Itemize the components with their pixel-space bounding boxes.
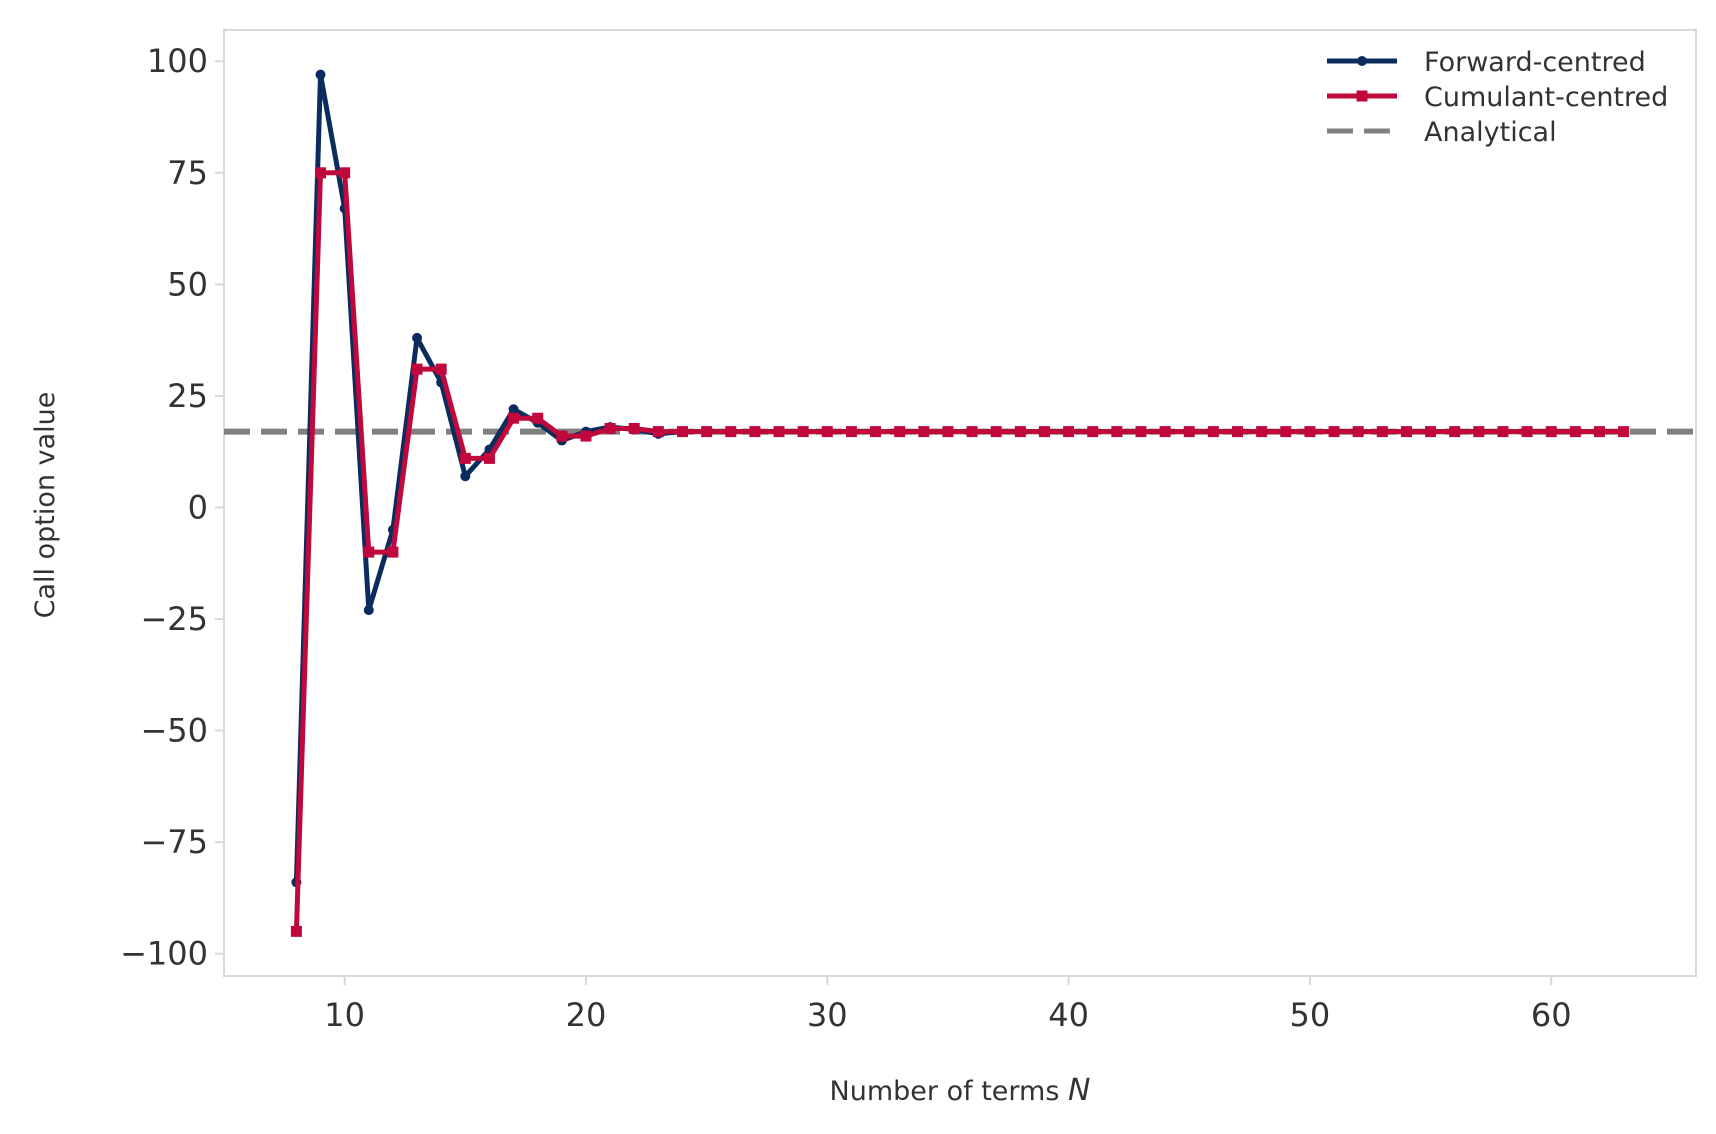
data-point (1087, 426, 1099, 438)
x-tick-label: 20 (566, 996, 607, 1034)
data-point (315, 69, 326, 80)
legend-marker (1357, 56, 1367, 66)
y-tick-label: −25 (140, 600, 208, 638)
data-point (870, 426, 882, 438)
data-point (918, 426, 930, 438)
data-point (1545, 426, 1557, 438)
y-axis-label: Call option value (30, 392, 61, 619)
data-point (1569, 426, 1581, 438)
data-point (290, 925, 302, 937)
data-point (339, 167, 351, 179)
data-point (483, 452, 495, 464)
series-layer (290, 69, 1630, 937)
data-point (1521, 426, 1533, 438)
data-point (1183, 426, 1195, 438)
data-point (435, 363, 447, 375)
data-point (1497, 426, 1509, 438)
legend-cumulant-centred: Cumulant-centred (1327, 82, 1668, 113)
data-point (1135, 426, 1147, 438)
y-tick-label: 50 (167, 265, 208, 303)
y-axis-ticks: 100 75 50 25 0 −25 −50 −75 −100 (120, 42, 224, 973)
data-point (1304, 426, 1316, 438)
data-point (821, 426, 833, 438)
y-tick-label: −75 (140, 823, 208, 861)
x-axis-label-variable: N (1068, 1073, 1090, 1108)
data-point (1618, 426, 1630, 438)
data-point (1352, 426, 1364, 438)
legend-forward-centred: Forward-centred (1327, 47, 1646, 78)
data-point (604, 422, 616, 434)
legend-label: Forward-centred (1424, 47, 1646, 78)
data-point (725, 426, 737, 438)
data-point (1593, 426, 1605, 438)
data-point (508, 412, 520, 424)
data-point (315, 167, 327, 179)
data-point (1256, 426, 1268, 438)
data-point (990, 426, 1002, 438)
x-tick-label: 10 (324, 996, 365, 1034)
y-tick-label: 100 (147, 42, 208, 80)
data-point (1063, 426, 1075, 438)
data-point (387, 546, 399, 558)
series-cumulant-centred (290, 167, 1630, 937)
data-point (749, 426, 761, 438)
data-point (363, 605, 374, 616)
data-point (1449, 426, 1461, 438)
data-point (845, 426, 857, 438)
data-point (1425, 426, 1437, 438)
legend-marker (1356, 90, 1368, 102)
data-point (773, 426, 785, 438)
data-point (1014, 426, 1026, 438)
y-tick-label: −100 (120, 935, 208, 973)
y-tick-label: 25 (167, 377, 208, 415)
data-point (1207, 426, 1219, 438)
data-point (966, 426, 978, 438)
data-point (942, 426, 954, 438)
data-point (1159, 426, 1171, 438)
data-point (363, 546, 375, 558)
x-axis-label: Number of terms N (830, 1073, 1091, 1108)
data-point (1038, 426, 1050, 438)
legend-analytical: Analytical (1327, 117, 1557, 148)
data-point (508, 404, 519, 415)
x-tick-label: 30 (807, 996, 848, 1034)
y-tick-label: 75 (167, 154, 208, 192)
x-tick-label: 50 (1290, 996, 1331, 1034)
data-point (556, 430, 568, 442)
data-point (532, 412, 544, 424)
data-point (1400, 426, 1412, 438)
data-point (628, 422, 640, 434)
legend-label: Cumulant-centred (1424, 82, 1668, 113)
data-point (1232, 426, 1244, 438)
data-point (797, 426, 809, 438)
x-axis-ticks: 10 20 30 40 50 60 (324, 976, 1572, 1034)
data-point (580, 430, 592, 442)
data-point (701, 426, 713, 438)
data-point (676, 426, 688, 438)
x-tick-label: 60 (1531, 996, 1572, 1034)
y-tick-label: 0 (188, 488, 208, 526)
x-tick-label: 40 (1048, 996, 1089, 1034)
data-point (1328, 426, 1340, 438)
data-point (894, 426, 906, 438)
data-point (1376, 426, 1388, 438)
data-point (1473, 426, 1485, 438)
data-point (1280, 426, 1292, 438)
plot-frame (223, 29, 1697, 977)
data-point (460, 471, 471, 482)
data-point (1111, 426, 1123, 438)
legend: Forward-centred Cumulant-centred Analytica… (1327, 47, 1668, 148)
legend-label: Analytical (1424, 117, 1557, 148)
data-point (459, 452, 471, 464)
data-point (652, 426, 664, 438)
data-point (411, 363, 423, 375)
data-point (412, 332, 423, 343)
y-tick-label: −50 (140, 712, 208, 750)
